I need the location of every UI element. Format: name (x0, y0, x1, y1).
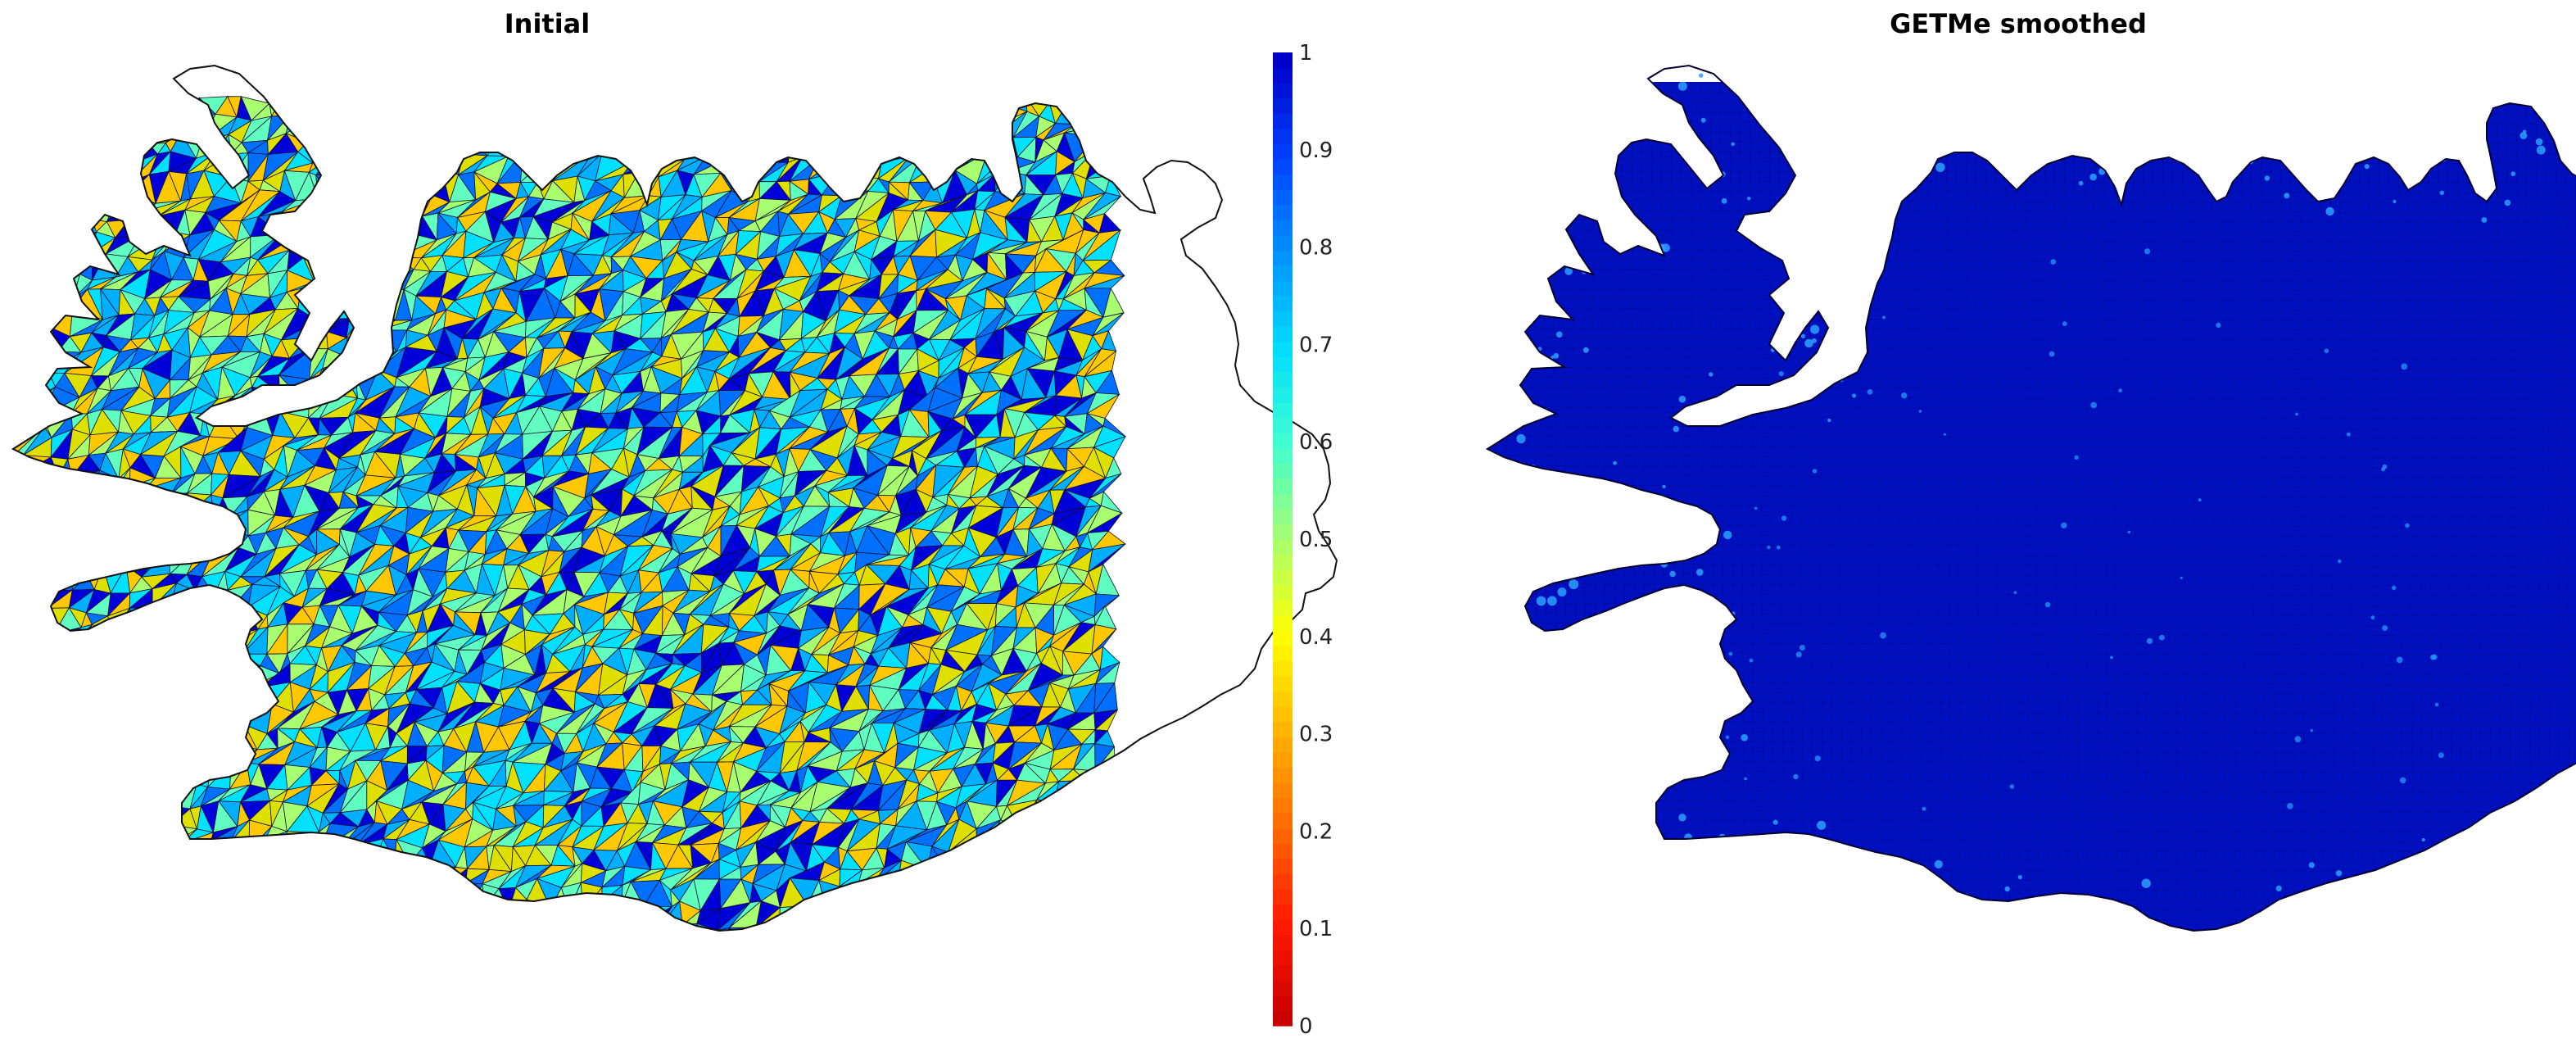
mesh-edge (1503, 81, 1510, 931)
mesh-edge (1474, 82, 1479, 950)
mesh-edge (1532, 81, 1539, 931)
mesh-edge (1513, 81, 1519, 931)
mesh-edge (1582, 81, 1588, 931)
panel-title-initial: Initial (504, 8, 591, 39)
mesh-edge (1601, 81, 1608, 931)
panel-title-smoothed: GETMe smoothed (1890, 8, 2147, 39)
mesh-edge (1591, 81, 1598, 931)
mesh-edge (1487, 81, 1490, 931)
mesh-edge (1542, 81, 1549, 931)
mesh-edge (1493, 81, 1500, 931)
mesh-edge (1552, 81, 1559, 931)
mesh-edge (1562, 81, 1569, 931)
mesh-edge (1621, 81, 1628, 931)
mesh-edge (1611, 81, 1618, 931)
mesh-edge (1523, 81, 1529, 931)
mesh-edge (1572, 81, 1578, 931)
